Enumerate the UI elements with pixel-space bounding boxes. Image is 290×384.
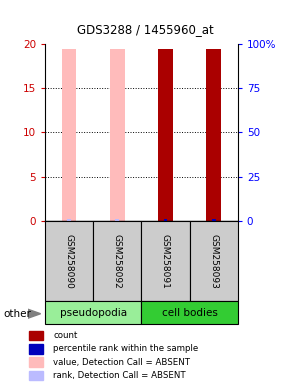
Bar [45,221,93,301]
Bar [110,48,124,221]
Text: pseudopodia: pseudopodia [60,308,127,318]
Text: GDS3288 / 1455960_at: GDS3288 / 1455960_at [77,23,213,36]
Bar [190,221,238,301]
Text: value, Detection Call = ABSENT: value, Detection Call = ABSENT [53,358,190,367]
Bar [212,219,216,221]
Bar [164,219,167,221]
Bar [62,48,76,221]
Polygon shape [28,309,41,318]
Text: GSM258092: GSM258092 [113,234,122,288]
Text: count: count [53,331,78,340]
Bar [29,371,43,380]
Text: GSM258090: GSM258090 [65,234,74,288]
Bar [29,358,43,367]
Text: GSM258091: GSM258091 [161,234,170,288]
Bar [29,344,43,354]
Bar [45,301,142,324]
Bar [142,301,238,324]
Text: cell bodies: cell bodies [162,308,218,318]
Bar [93,221,142,301]
Bar [142,221,190,301]
Bar [115,219,119,221]
Text: other: other [3,309,31,319]
Bar [29,331,43,341]
Bar [206,48,221,221]
Text: GSM258093: GSM258093 [209,234,218,288]
Text: rank, Detection Call = ABSENT: rank, Detection Call = ABSENT [53,371,186,380]
Text: percentile rank within the sample: percentile rank within the sample [53,344,198,353]
Bar [158,48,173,221]
Bar [67,219,71,221]
